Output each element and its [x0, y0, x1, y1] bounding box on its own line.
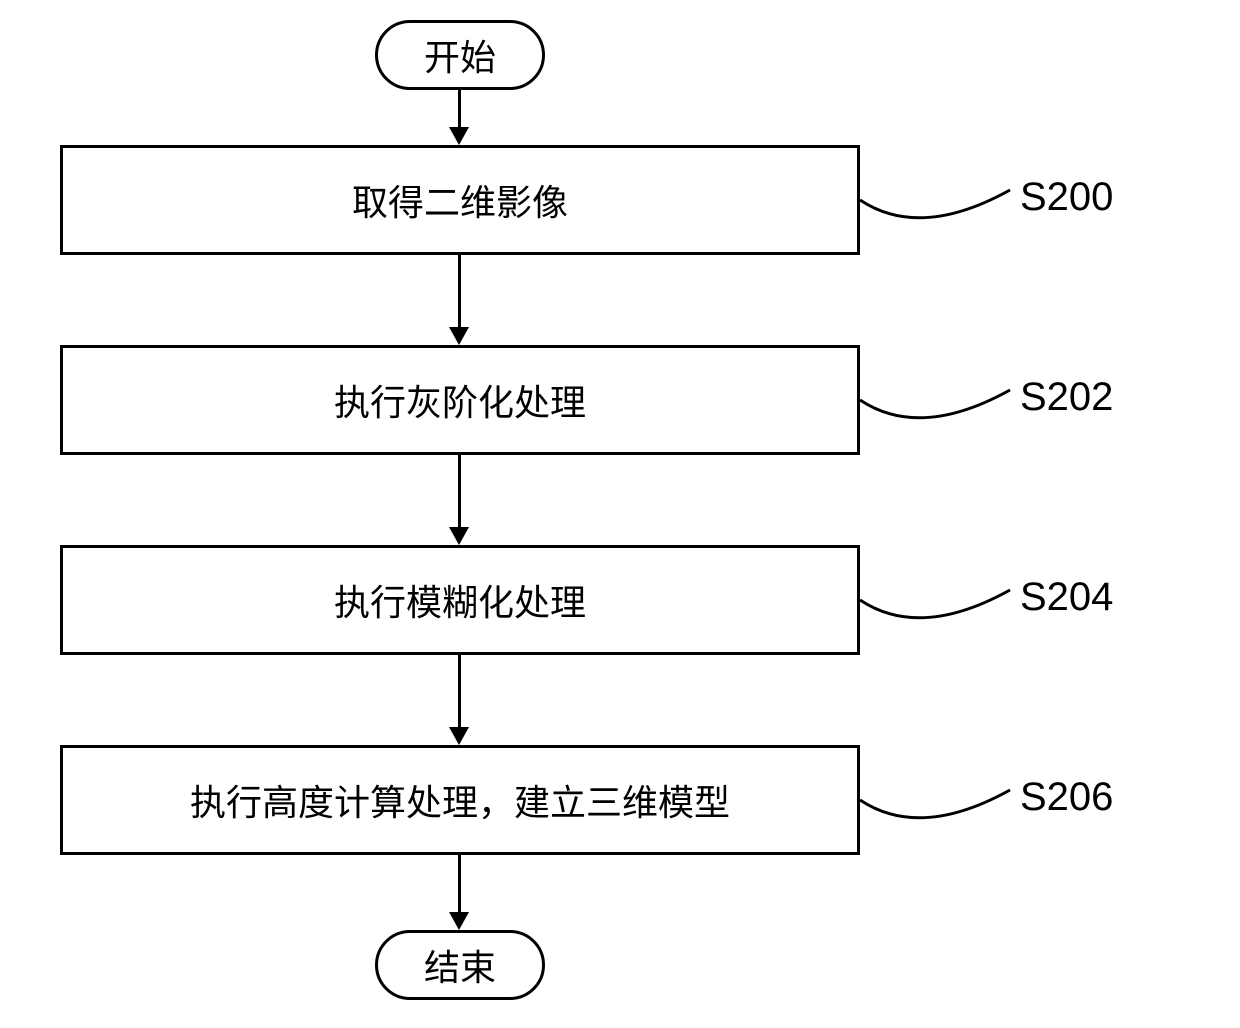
connector-curve: [860, 580, 1020, 640]
process-label: 执行灰阶化处理: [334, 374, 586, 426]
step-id-label: S204: [1020, 575, 1113, 620]
process-box-s200: 取得二维影像: [60, 145, 860, 255]
arrow-head: [449, 127, 469, 145]
connector-curve: [860, 780, 1020, 840]
connector-curve: [860, 380, 1020, 440]
process-box-s206: 执行高度计算处理，建立三维模型: [60, 745, 860, 855]
process-label: 执行高度计算处理，建立三维模型: [190, 774, 730, 826]
step-id-label: S206: [1020, 775, 1113, 820]
arrow-line: [458, 455, 461, 528]
end-terminal: 结束: [375, 930, 545, 1000]
arrow-line: [458, 255, 461, 328]
end-label: 结束: [424, 939, 496, 991]
arrow-head: [449, 527, 469, 545]
arrow-line: [458, 90, 461, 128]
process-box-s202: 执行灰阶化处理: [60, 345, 860, 455]
flowchart-container: 开始 取得二维影像 S200 执行灰阶化处理 S202 执行模糊化处理 S204: [0, 0, 1240, 1028]
arrow-line: [458, 855, 461, 913]
arrow-line: [458, 655, 461, 728]
process-box-s204: 执行模糊化处理: [60, 545, 860, 655]
arrow-head: [449, 727, 469, 745]
step-id-label: S202: [1020, 375, 1113, 420]
step-id-label: S200: [1020, 175, 1113, 220]
start-label: 开始: [424, 29, 496, 81]
arrow-head: [449, 327, 469, 345]
process-label: 执行模糊化处理: [334, 574, 586, 626]
arrow-head: [449, 912, 469, 930]
connector-curve: [860, 180, 1020, 240]
process-label: 取得二维影像: [352, 174, 568, 226]
start-terminal: 开始: [375, 20, 545, 90]
